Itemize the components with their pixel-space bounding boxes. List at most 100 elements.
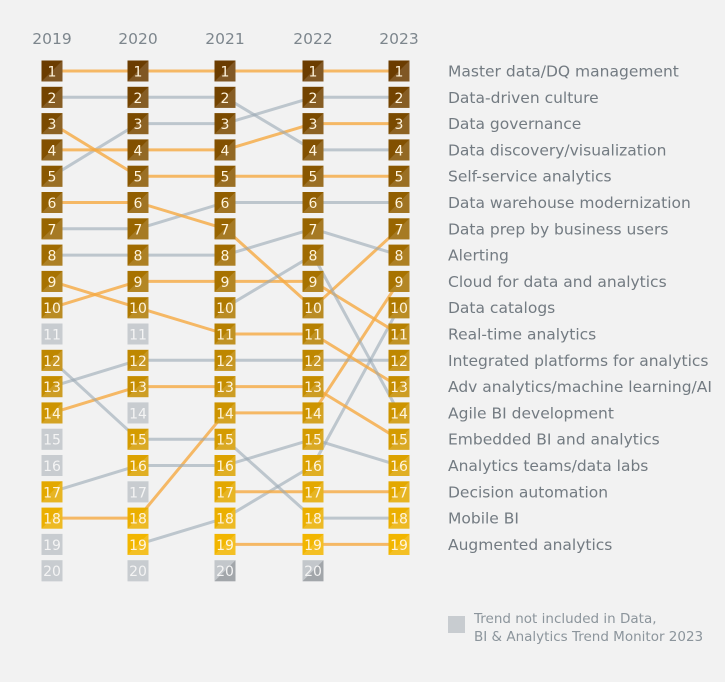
- rank-number: 3: [221, 117, 230, 133]
- rank-box-diagonal: [41, 533, 63, 555]
- rank-number: 7: [395, 222, 404, 238]
- rank-box-diagonal: [388, 323, 410, 345]
- rank-box-diagonal: [388, 428, 410, 450]
- rank-number: 7: [48, 222, 57, 238]
- rank-number: 15: [390, 433, 408, 449]
- rank-number: 2: [309, 91, 318, 107]
- rank-number: 17: [43, 485, 61, 501]
- rank-number: 1: [309, 65, 318, 81]
- rank-box-diagonal: [302, 349, 324, 371]
- rank-box-diagonal: [214, 349, 236, 371]
- rank-number: 8: [48, 249, 57, 265]
- rank-number: 1: [221, 65, 230, 81]
- trend-line-segment: [50, 359, 140, 441]
- rank-box-diagonal: [214, 60, 236, 82]
- rank-box-diagonal: [214, 323, 236, 345]
- trend-label: Data warehouse modernization: [448, 194, 691, 212]
- trend-label: Master data/DQ management: [448, 63, 679, 81]
- rank-box-diagonal: [214, 507, 236, 529]
- rank-number: 4: [221, 143, 230, 159]
- rank-box-diagonal: [388, 139, 410, 161]
- rank-number: 6: [221, 196, 230, 212]
- rank-box-diagonal: [41, 297, 63, 319]
- rank-number: 3: [48, 117, 57, 133]
- rank-number: 18: [129, 512, 147, 528]
- rank-box-diagonal: [388, 192, 410, 213]
- rank-number: 12: [129, 354, 147, 370]
- trend-line-segment: [312, 332, 400, 388]
- trend-label: Agile BI development: [448, 404, 614, 422]
- rank-number: 15: [129, 433, 147, 449]
- rank-box-diagonal: [388, 270, 410, 292]
- rank-box-diagonal: [127, 402, 149, 424]
- rank-number: 6: [395, 196, 404, 212]
- rank-box-diagonal: [388, 86, 410, 108]
- rank-number: 16: [390, 459, 408, 475]
- legend: Trend not included in Data, BI & Analyti…: [448, 610, 703, 646]
- rank-number: 12: [304, 354, 322, 370]
- rank-number: 8: [395, 249, 404, 265]
- rank-number: 6: [134, 196, 143, 212]
- rank-number: 8: [221, 249, 230, 265]
- trend-line-segment: [311, 280, 401, 414]
- rank-number: 17: [304, 485, 322, 501]
- trend-line-segment: [224, 227, 314, 257]
- rank-number: 11: [129, 328, 147, 344]
- rank-box-diagonal: [41, 507, 63, 529]
- rank-number: 11: [304, 328, 322, 344]
- rank-box-diagonal: [302, 455, 324, 476]
- rank-number: 19: [43, 538, 61, 554]
- rank-box-diagonal: [388, 507, 410, 529]
- rank-number: 5: [395, 170, 404, 186]
- rank-box-diagonal: [388, 376, 410, 398]
- rank-number: 14: [390, 406, 408, 422]
- rank-box-diagonal: [214, 481, 236, 503]
- rank-box-diagonal: [388, 60, 410, 82]
- rank-number: 14: [216, 406, 234, 422]
- rank-number: 5: [134, 170, 143, 186]
- rank-number: 8: [309, 249, 318, 265]
- rank-number: 3: [134, 117, 143, 133]
- rank-box-diagonal: [214, 455, 236, 476]
- rank-number: 10: [129, 301, 147, 317]
- trend-line-segment: [311, 254, 401, 414]
- rank-number: 5: [48, 170, 57, 186]
- rank-box-diagonal: [127, 244, 149, 266]
- rank-number: 15: [304, 433, 322, 449]
- rank-box-diagonal: [41, 428, 63, 450]
- rank-number: 11: [390, 328, 408, 344]
- rank-box-diagonal: [214, 402, 236, 424]
- trend-line-segment: [224, 122, 314, 152]
- rank-box-diagonal: [214, 218, 236, 240]
- trend-line-segment: [51, 279, 139, 310]
- rank-box-diagonal: [388, 402, 410, 424]
- rank-box-diagonal: [302, 270, 324, 292]
- rank-number: 20: [304, 564, 322, 580]
- rank-number: 6: [309, 196, 318, 212]
- rank-number: 3: [395, 117, 404, 133]
- rank-box-diagonal: [302, 244, 324, 266]
- trend-line-segment: [224, 253, 314, 309]
- rank-box-diagonal: [41, 560, 63, 582]
- rank-number: 10: [390, 301, 408, 317]
- trend-line-segment: [224, 95, 314, 126]
- rank-number: 16: [216, 459, 234, 475]
- rank-number: 17: [216, 485, 234, 501]
- trend-line-segment: [223, 227, 315, 309]
- rank-box-diagonal: [388, 165, 410, 187]
- rank-box-diagonal: [214, 428, 236, 450]
- rank-box-diagonal: [127, 218, 149, 240]
- trend-label: Cloud for data and analytics: [448, 273, 667, 291]
- trend-line-segment: [312, 437, 400, 467]
- rank-box-diagonal: [127, 428, 149, 450]
- rank-box-diagonal: [302, 428, 324, 450]
- rank-number: 9: [134, 275, 143, 291]
- trend-label: Integrated platforms for analytics: [448, 352, 708, 370]
- trend-label: Augmented analytics: [448, 536, 612, 554]
- rank-number: 9: [395, 275, 404, 291]
- trend-label: Real-time analytics: [448, 326, 596, 344]
- rank-box-diagonal: [41, 244, 63, 266]
- legend-text-line2: BI & Analytics Trend Monitor 2023: [474, 629, 704, 645]
- rank-box-diagonal: [214, 244, 236, 266]
